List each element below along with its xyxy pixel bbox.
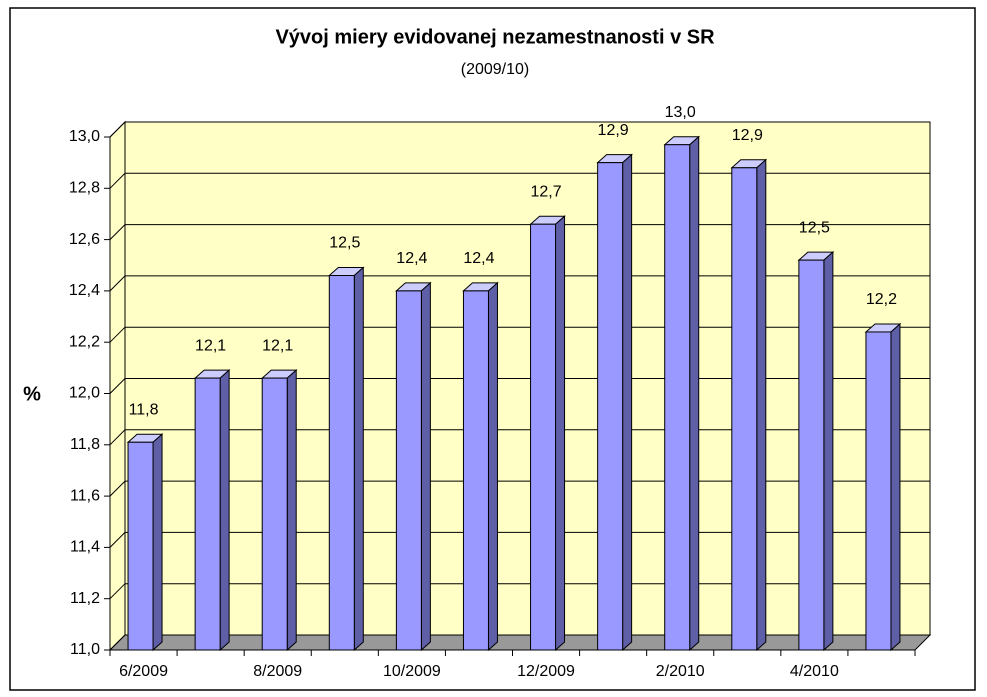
grid-line bbox=[109, 378, 930, 394]
bar-front bbox=[127, 441, 154, 651]
bar-side bbox=[555, 215, 566, 652]
value-label: 12,2 bbox=[866, 291, 897, 308]
y-tick-label: 13,0 bbox=[69, 128, 100, 145]
bar-side bbox=[689, 135, 700, 652]
grid-line bbox=[109, 480, 930, 497]
grid-line bbox=[109, 429, 930, 446]
bar-front bbox=[261, 377, 288, 651]
y-tick-label: 12,8 bbox=[69, 180, 100, 197]
bar-side bbox=[890, 322, 901, 652]
x-tick-label: 8/2009 bbox=[253, 663, 302, 680]
y-tick-label: 11,0 bbox=[70, 641, 100, 658]
bar-front bbox=[530, 223, 557, 651]
bar-side bbox=[286, 368, 297, 652]
bar-front bbox=[664, 144, 691, 651]
y-tick-label: 11,4 bbox=[70, 539, 100, 556]
grid-line bbox=[109, 224, 930, 240]
y-tick-label: 12,4 bbox=[69, 282, 100, 299]
bar-front bbox=[462, 290, 489, 651]
bar bbox=[797, 251, 835, 652]
bar-front bbox=[328, 275, 355, 651]
value-label: 12,5 bbox=[329, 235, 360, 252]
y-tick-label: 11,6 bbox=[70, 487, 100, 504]
bar-side bbox=[152, 433, 163, 652]
chart-title: Vývoj miery evidovanej nezamestnanosti v… bbox=[275, 26, 715, 48]
x-tick-label: 10/2009 bbox=[383, 663, 441, 680]
bar-front bbox=[798, 259, 825, 651]
value-label: 12,4 bbox=[463, 250, 494, 267]
grid-line bbox=[109, 326, 930, 343]
bar-side bbox=[219, 368, 230, 652]
bar-side bbox=[420, 281, 431, 652]
grid-line bbox=[109, 583, 930, 600]
bar-side bbox=[823, 251, 834, 652]
bar bbox=[596, 153, 633, 652]
bar bbox=[260, 368, 298, 652]
bar-front bbox=[194, 377, 221, 651]
bar-front bbox=[597, 162, 624, 651]
bar bbox=[730, 158, 768, 652]
value-label: 12,7 bbox=[530, 183, 561, 200]
x-tick-label: 6/2009 bbox=[119, 663, 168, 680]
bar-front bbox=[395, 290, 422, 651]
x-tick-label: 2/2010 bbox=[656, 663, 705, 680]
bar bbox=[327, 266, 365, 652]
bar bbox=[529, 215, 566, 652]
bar-front bbox=[731, 167, 758, 651]
value-label: 12,9 bbox=[598, 122, 629, 139]
bar bbox=[126, 433, 164, 652]
bar-front bbox=[865, 331, 892, 651]
bar-side bbox=[353, 266, 364, 652]
bar-side bbox=[487, 281, 498, 652]
y-tick-label: 12,2 bbox=[69, 333, 100, 350]
grid-line bbox=[109, 634, 930, 651]
value-label: 12,5 bbox=[799, 219, 830, 236]
value-label: 13,0 bbox=[665, 104, 696, 121]
bar bbox=[462, 281, 499, 652]
y-tick-label: 12,0 bbox=[69, 385, 100, 402]
value-label: 12,1 bbox=[195, 337, 226, 354]
bar bbox=[663, 135, 701, 652]
y-axis-label: % bbox=[23, 383, 41, 405]
bar-side bbox=[622, 153, 633, 652]
grid-line bbox=[109, 121, 930, 138]
x-tick-label: 4/2010 bbox=[790, 663, 839, 680]
bar bbox=[193, 368, 231, 652]
grid-line bbox=[109, 275, 930, 292]
bar bbox=[395, 281, 432, 652]
y-tick-label: 12,6 bbox=[69, 231, 100, 248]
grid-line bbox=[109, 531, 930, 548]
grid-line bbox=[109, 172, 930, 189]
y-tick-label: 11,2 bbox=[70, 590, 100, 607]
x-tick-label: 12/2009 bbox=[517, 663, 575, 680]
chart-subtitle: (2009/10) bbox=[461, 61, 530, 78]
value-label: 12,4 bbox=[396, 250, 427, 267]
y-tick-label: 11,8 bbox=[70, 436, 100, 453]
value-label: 12,9 bbox=[732, 127, 763, 144]
bar-side bbox=[756, 158, 767, 652]
value-label: 12,1 bbox=[262, 337, 293, 354]
bar bbox=[864, 322, 902, 652]
value-label: 11,8 bbox=[129, 401, 159, 418]
